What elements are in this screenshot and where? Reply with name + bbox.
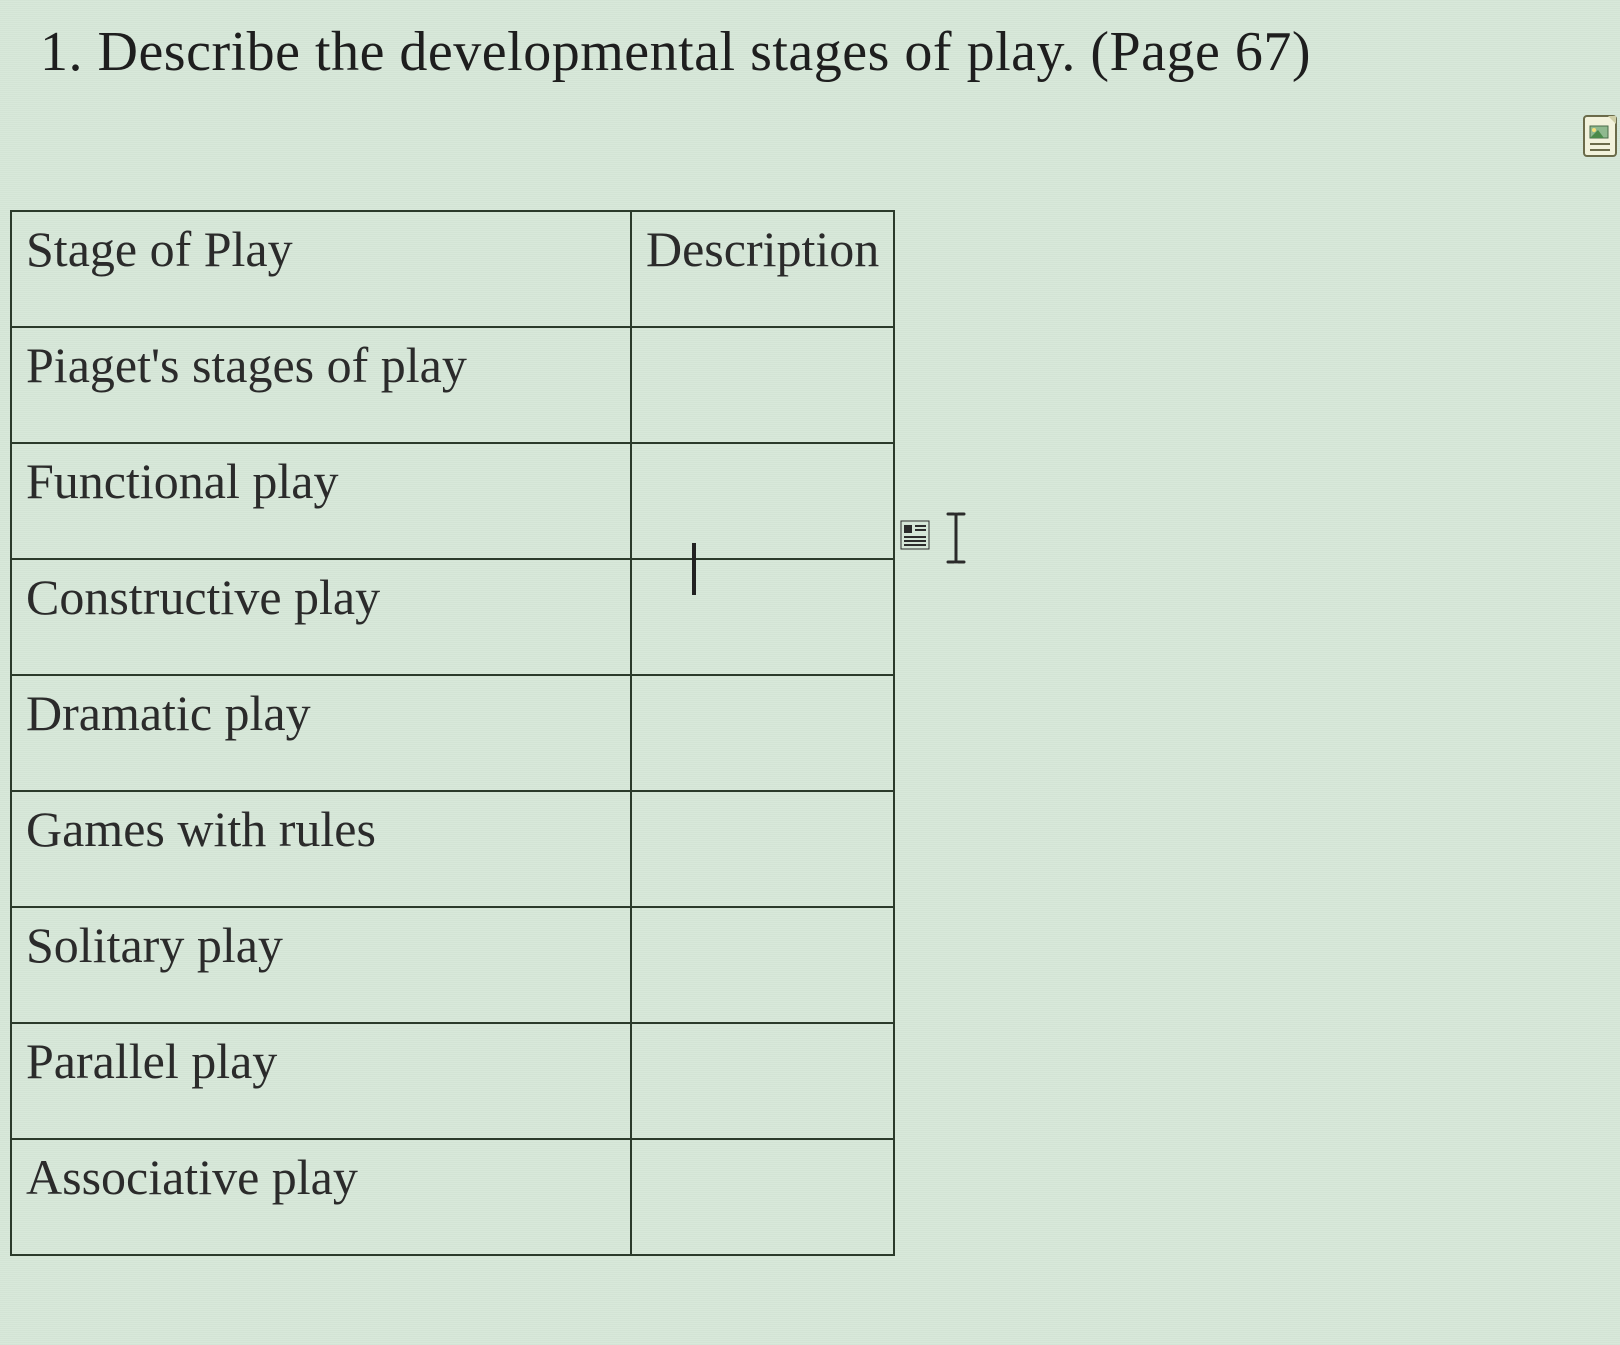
table-row: Piaget's stages of play bbox=[11, 327, 894, 443]
table-row: Parallel play bbox=[11, 1023, 894, 1139]
cell-description[interactable] bbox=[631, 559, 894, 675]
table-row: Associative play bbox=[11, 1139, 894, 1255]
ibeam-cursor-icon bbox=[944, 510, 968, 566]
question-heading: 1. Describe the developmental stages of … bbox=[40, 20, 1311, 84]
cell-description[interactable] bbox=[631, 675, 894, 791]
stages-of-play-table: Stage of Play Description Piaget's stage… bbox=[10, 210, 895, 1256]
cell-description[interactable] bbox=[631, 791, 894, 907]
cell-stage: Associative play bbox=[11, 1139, 631, 1255]
document-picture-icon[interactable] bbox=[1580, 110, 1620, 158]
paragraph-options-icon[interactable] bbox=[900, 517, 930, 559]
cell-description[interactable] bbox=[631, 1139, 894, 1255]
table-header-row: Stage of Play Description bbox=[11, 211, 894, 327]
table-row: Dramatic play bbox=[11, 675, 894, 791]
text-cursor-bar bbox=[692, 543, 696, 595]
cell-stage: Solitary play bbox=[11, 907, 631, 1023]
table-row: Constructive play bbox=[11, 559, 894, 675]
cell-stage: Piaget's stages of play bbox=[11, 327, 631, 443]
cell-stage: Functional play bbox=[11, 443, 631, 559]
cell-stage: Constructive play bbox=[11, 559, 631, 675]
cell-description[interactable] bbox=[631, 443, 894, 559]
cell-description[interactable] bbox=[631, 907, 894, 1023]
cell-stage: Games with rules bbox=[11, 791, 631, 907]
cell-stage: Parallel play bbox=[11, 1023, 631, 1139]
table-row: Solitary play bbox=[11, 907, 894, 1023]
table-row: Functional play bbox=[11, 443, 894, 559]
cell-description[interactable] bbox=[631, 327, 894, 443]
floating-cursor-region bbox=[900, 510, 968, 566]
cell-stage: Dramatic play bbox=[11, 675, 631, 791]
column-header-description: Description bbox=[631, 211, 894, 327]
table-row: Games with rules bbox=[11, 791, 894, 907]
column-header-stage: Stage of Play bbox=[11, 211, 631, 327]
cell-description[interactable] bbox=[631, 1023, 894, 1139]
